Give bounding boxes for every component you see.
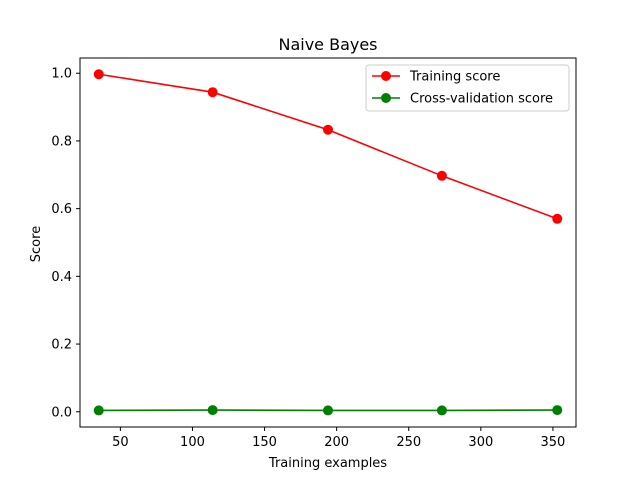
- y-axis: 0.0 0.2 0.4 0.6 0.8 1.0: [51, 67, 80, 420]
- chart-title: Naive Bayes: [278, 35, 377, 54]
- y-tick-label: 0.4: [51, 270, 72, 285]
- data-point-cross-validation-score: [552, 405, 563, 416]
- legend-marker-training-score: [381, 71, 391, 81]
- x-tick-label: 300: [468, 435, 493, 450]
- legend-label-training-score: Training score: [409, 70, 500, 85]
- legend-label-cross-validation-score: Cross-validation score: [410, 92, 553, 107]
- y-axis-title: Score: [29, 226, 44, 262]
- data-point-cross-validation-score: [436, 405, 447, 416]
- x-tick-label: 250: [396, 435, 421, 450]
- data-point-cross-validation-score: [93, 405, 104, 416]
- y-tick-label: 0.8: [51, 134, 72, 149]
- legend-marker-cross-validation-score: [381, 93, 391, 103]
- data-point-training-score: [323, 124, 333, 135]
- x-tick-label: 200: [324, 435, 349, 450]
- data-point-cross-validation-score: [323, 405, 333, 416]
- data-point-training-score: [436, 170, 447, 181]
- y-tick-label: 0.6: [51, 202, 72, 217]
- y-tick-label: 0.0: [51, 405, 72, 420]
- y-tick-label: 1.0: [51, 67, 72, 82]
- x-tick-label: 350: [541, 435, 566, 450]
- series-layer: [93, 69, 563, 416]
- y-tick-label: 0.2: [51, 338, 72, 353]
- data-point-cross-validation-score: [207, 405, 218, 416]
- x-tick-label: 150: [252, 435, 277, 450]
- plot-area: [79, 57, 577, 428]
- legend-box: [365, 64, 570, 112]
- x-axis-title: Training examples: [268, 456, 387, 471]
- x-axis: 50 100 150 200 250 300 350: [112, 427, 565, 450]
- data-point-training-score: [207, 87, 218, 98]
- plot-frame: [79, 57, 577, 428]
- x-tick-label: 50: [112, 435, 129, 450]
- data-point-training-score: [93, 69, 104, 80]
- legend: Training score Cross-validation score: [365, 64, 570, 112]
- x-tick-label: 100: [180, 435, 205, 450]
- data-point-training-score: [552, 213, 563, 224]
